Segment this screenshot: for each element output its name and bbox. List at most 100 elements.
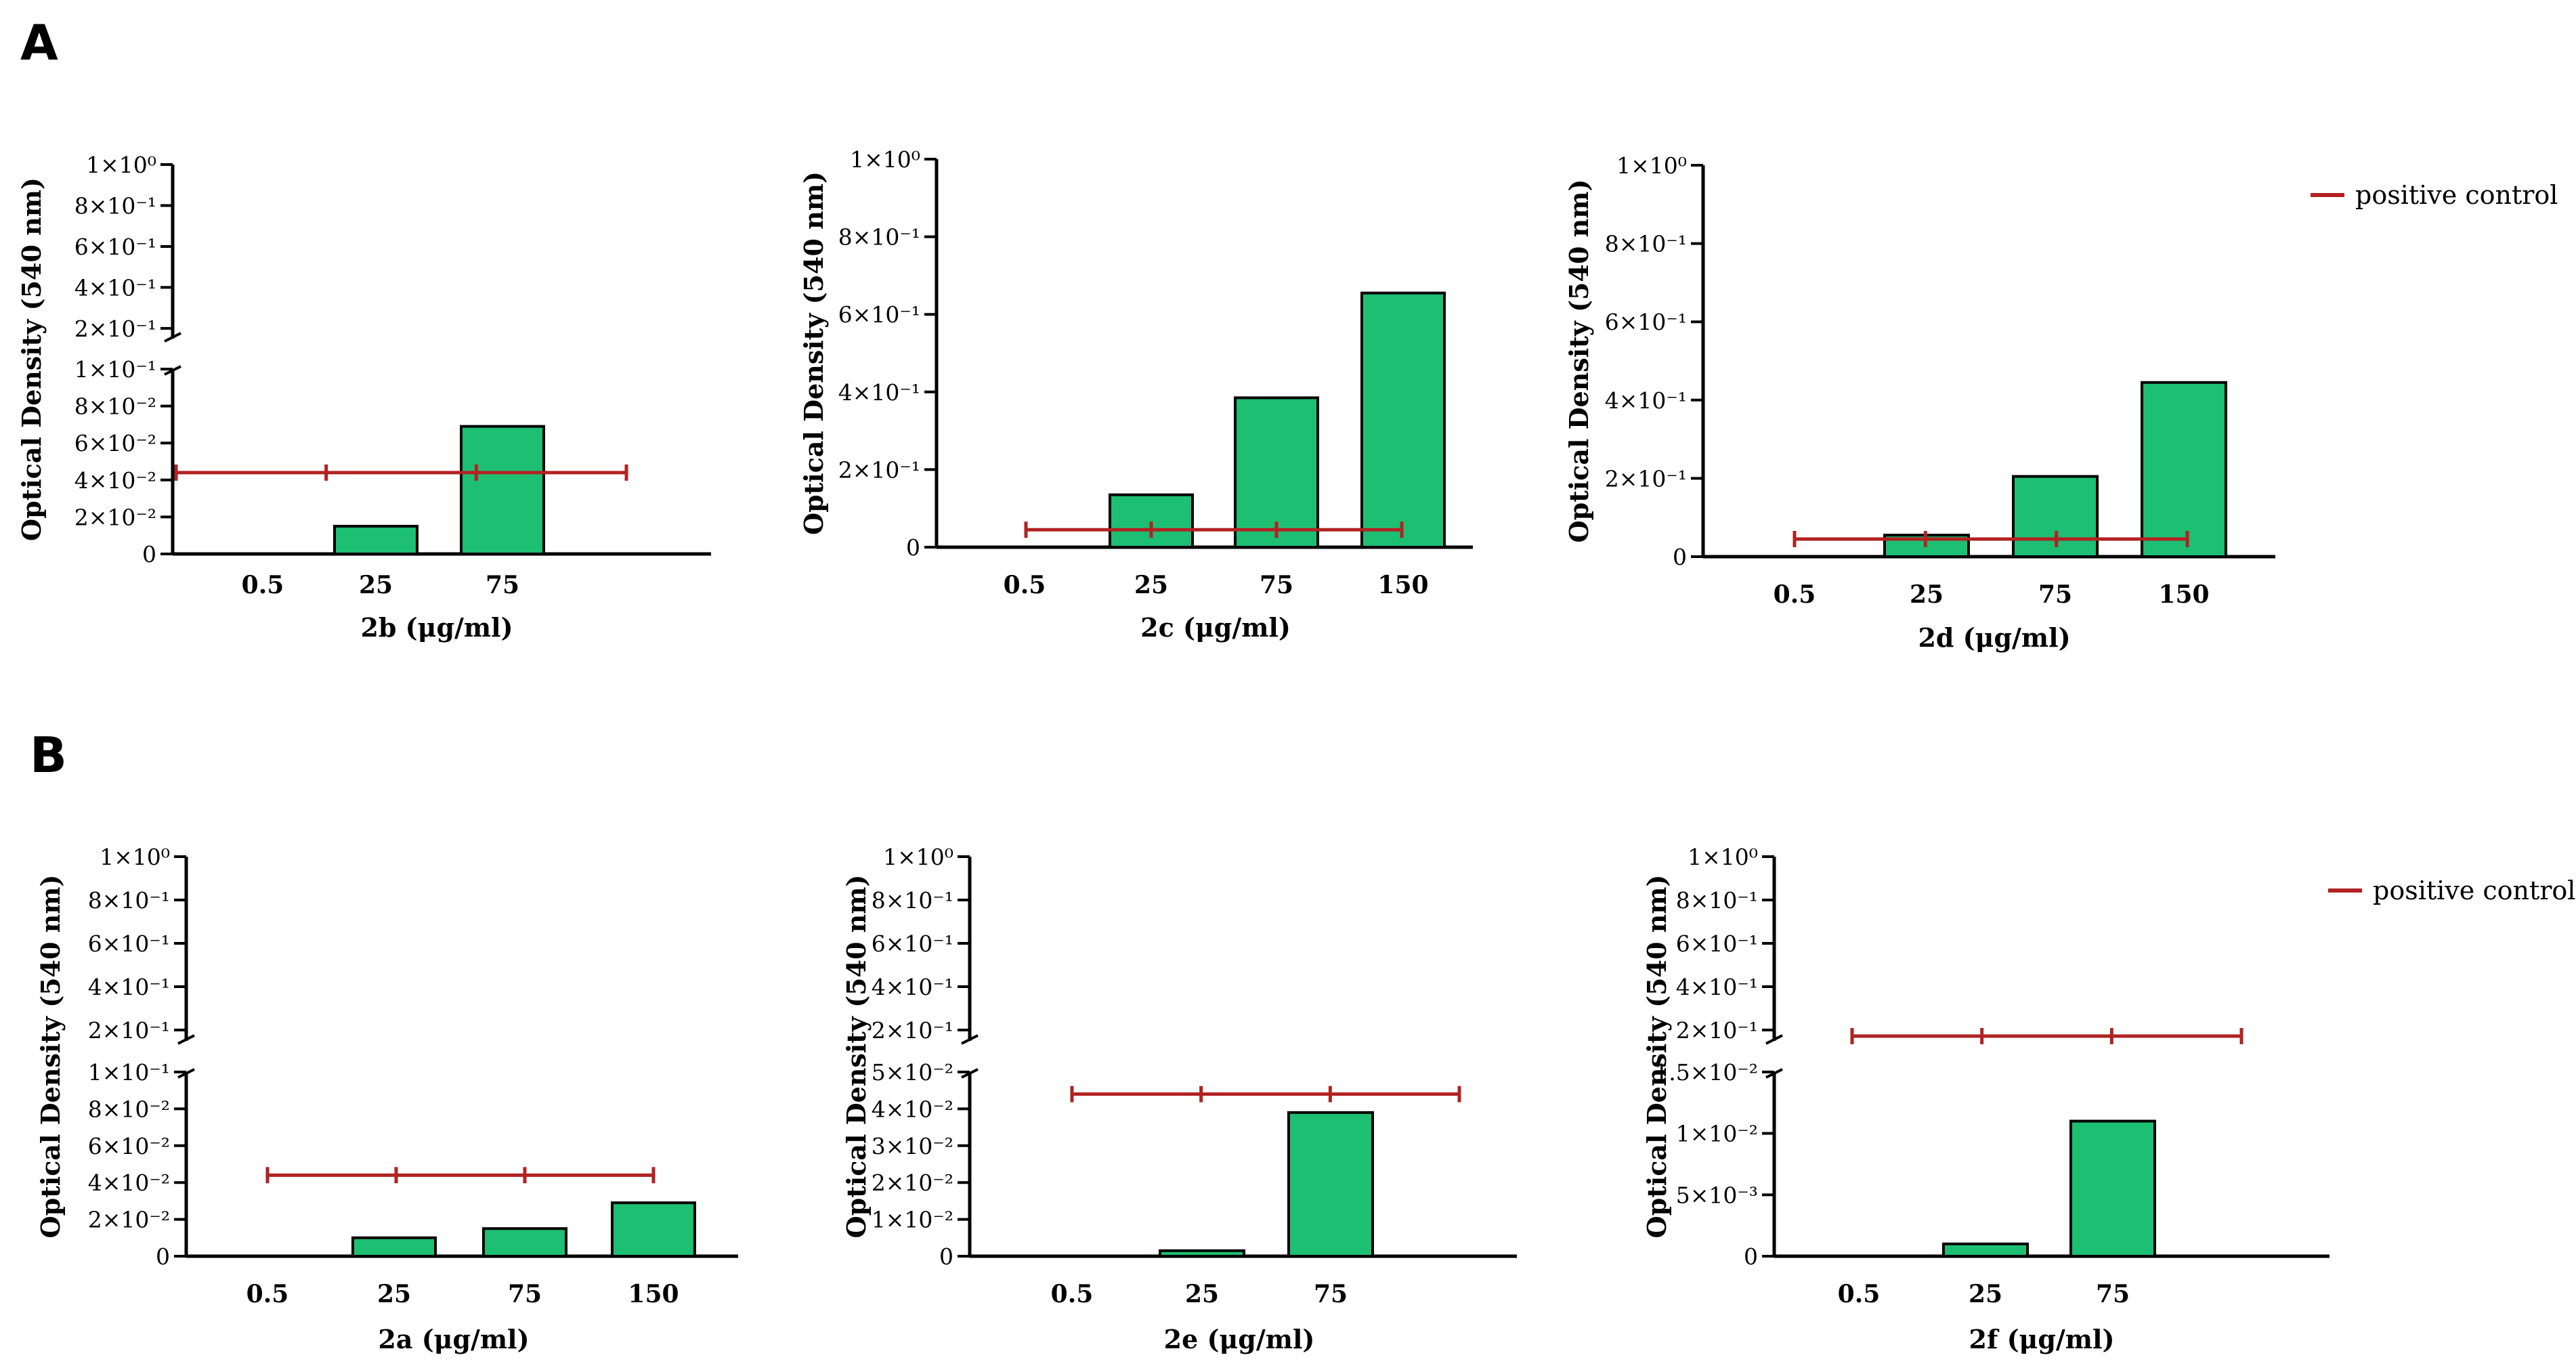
y-tick-label: 8×10⁻¹ [1605, 231, 1687, 257]
chart-2b: 0 2×10⁻² 4×10⁻² 6×10⁻² 8×10⁻² 1×10⁻¹ 2×10⁻¹ 4×1… [16, 152, 711, 643]
y-tick-label: 8×10⁻¹ [88, 887, 170, 914]
bar-25 [333, 525, 418, 555]
y-tick-label: 1×10⁰ [883, 844, 953, 870]
y-tick-label: 4×10⁻¹ [872, 974, 953, 1000]
y-tick-label: 3×10⁻² [872, 1133, 953, 1159]
bar-75 [2069, 1119, 2156, 1258]
x-tick-label: 150 [2158, 580, 2209, 609]
y-tick-label: 4×10⁻² [872, 1096, 953, 1122]
axis-break-mark [1765, 1068, 1783, 1079]
y-tick-label: 4×10⁻¹ [1605, 387, 1687, 414]
legend-positive-control-top: positive control [2311, 180, 2558, 210]
panel-label-a: A [20, 14, 58, 71]
bar-150 [611, 1201, 696, 1258]
y-tick-label: 4×10⁻² [74, 467, 156, 494]
y-axis-label: Optical Density (540 nm) [841, 875, 872, 1239]
x-tick-label: 0.5 [1774, 580, 1816, 609]
x-tick-label: 75 [486, 571, 519, 599]
x-tick-label: 75 [2038, 580, 2072, 609]
y-axis-label: Optical Density (540 nm) [1564, 179, 1594, 543]
x-tick-label: 0.5 [1838, 1280, 1881, 1308]
y-tick-label: 6×10⁻² [74, 430, 156, 456]
y-tick-label: 2×10⁻² [74, 504, 156, 530]
x-axis-label: 2f (μg/ml) [1969, 1324, 2115, 1354]
x-tick-label: 75 [1260, 571, 1293, 599]
y-tick-label: 1×10⁰ [86, 152, 156, 178]
x-tick-label: 150 [1377, 571, 1428, 599]
x-tick-label: 25 [1910, 580, 1944, 609]
y-tick-label: 0 [142, 541, 156, 567]
y-tick-label: 6×10⁻¹ [1605, 309, 1687, 335]
chart-2f: 0 5×10⁻³ 1×10⁻² 1.5×10⁻² 2×10⁻¹ 4×10⁻¹ 6×10⁻¹ 8… [1641, 844, 2330, 1354]
y-tick-label: 6×10⁻¹ [74, 234, 156, 260]
chart-2d: 0 2×10⁻¹ 4×10⁻¹ 6×10⁻¹ 8×10⁻¹ 1×10⁰ 0.5 25 75 150… [1564, 152, 2275, 653]
y-tick-label: 1×10⁻¹ [74, 356, 156, 383]
x-tick-label: 25 [1185, 1280, 1219, 1308]
y-tick-label: 8×10⁻¹ [838, 224, 920, 251]
y-tick-label: 2×10⁻¹ [1676, 1017, 1758, 1044]
y-tick-label: 2×10⁻² [88, 1207, 170, 1233]
y-tick-label: 6×10⁻¹ [872, 930, 953, 957]
y-tick-label: 8×10⁻² [74, 393, 156, 420]
y-tick-label: 2×10⁻¹ [74, 316, 156, 342]
y-tick-label: 1×10⁻¹ [88, 1059, 170, 1086]
y-tick-label: 1.5×10⁻² [1654, 1059, 1758, 1086]
x-axis-label: 2a (μg/ml) [378, 1324, 529, 1354]
chart-2a: 0 2×10⁻² 4×10⁻² 6×10⁻² 8×10⁻² 1×10⁻¹ 2×10⁻¹ 4×1… [35, 844, 738, 1354]
y-tick-label: 0 [1744, 1243, 1758, 1270]
x-axis-label: 2e (μg/ml) [1164, 1324, 1315, 1354]
y-tick-label: 4×10⁻¹ [88, 974, 170, 1000]
chart-2e: 0 1×10⁻² 2×10⁻² 3×10⁻² 4×10⁻² 5×10⁻² 2×10⁻¹ 4×1… [841, 844, 1517, 1354]
y-tick-label: 4×10⁻¹ [838, 379, 920, 406]
legend-label: positive control [2355, 180, 2558, 210]
x-tick-label: 25 [1969, 1280, 2002, 1308]
axis-break-mark [961, 1068, 979, 1079]
y-tick-label: 5×10⁻³ [1676, 1182, 1758, 1208]
x-tick-label: 0.5 [1004, 571, 1046, 599]
bar-150 [2141, 381, 2227, 558]
y-tick-label: 4×10⁻¹ [1676, 974, 1758, 1000]
y-tick-label: 2×10⁻² [872, 1170, 953, 1196]
legend-positive-control-bottom: positive control [2328, 876, 2575, 905]
axis-break-mark [164, 365, 181, 376]
legend-label: positive control [2373, 876, 2575, 905]
y-axis-label: Optical Density (540 nm) [798, 171, 829, 535]
y-tick-label: 1×10⁻² [872, 1207, 953, 1233]
y-tick-label: 0 [156, 1243, 170, 1270]
x-tick-label: 0.5 [246, 1280, 289, 1308]
y-tick-label: 8×10⁻¹ [74, 192, 156, 219]
x-axis-label: 2c (μg/ml) [1140, 612, 1291, 643]
bar-75 [460, 425, 545, 555]
bar-25 [1942, 1242, 2029, 1258]
bar-75 [482, 1227, 567, 1258]
axis-break-mark [1765, 1034, 1783, 1045]
x-tick-label: 25 [377, 1280, 411, 1308]
axis-break-mark [164, 332, 181, 343]
y-tick-label: 2×10⁻¹ [872, 1017, 953, 1044]
y-axis-label: Optical Density (540 nm) [16, 177, 47, 541]
bar-25 [1109, 493, 1194, 549]
bar-25 [351, 1236, 437, 1258]
x-tick-label: 75 [508, 1280, 542, 1308]
x-tick-label: 75 [1314, 1280, 1348, 1308]
y-tick-label: 0 [1673, 544, 1687, 570]
axis-break-mark [177, 1034, 195, 1045]
y-axis-label: Optical Density (540 nm) [1641, 875, 1672, 1239]
y-tick-label: 8×10⁻¹ [1676, 887, 1758, 914]
bar-25 [1159, 1249, 1245, 1258]
x-tick-label: 25 [359, 571, 393, 599]
y-tick-label: 1×10⁰ [1688, 844, 1758, 870]
axis-break-mark [177, 1068, 195, 1079]
axis-break-mark [961, 1034, 979, 1045]
y-tick-label: 0 [906, 534, 920, 561]
chart-2c: 0 2×10⁻¹ 4×10⁻¹ 6×10⁻¹ 8×10⁻¹ 1×10⁰ 0.5 25 75 150… [798, 146, 1473, 643]
x-tick-label: 75 [2096, 1280, 2130, 1308]
y-tick-label: 1×10⁰ [850, 146, 920, 173]
y-tick-label: 4×10⁻² [88, 1170, 170, 1196]
y-tick-label: 1×10⁰ [1616, 152, 1687, 179]
y-tick-label: 4×10⁻¹ [74, 274, 156, 301]
x-axis-label: 2d (μg/ml) [1918, 622, 2070, 653]
panel-label-b: B [30, 727, 67, 784]
y-tick-label: 5×10⁻² [872, 1059, 953, 1086]
